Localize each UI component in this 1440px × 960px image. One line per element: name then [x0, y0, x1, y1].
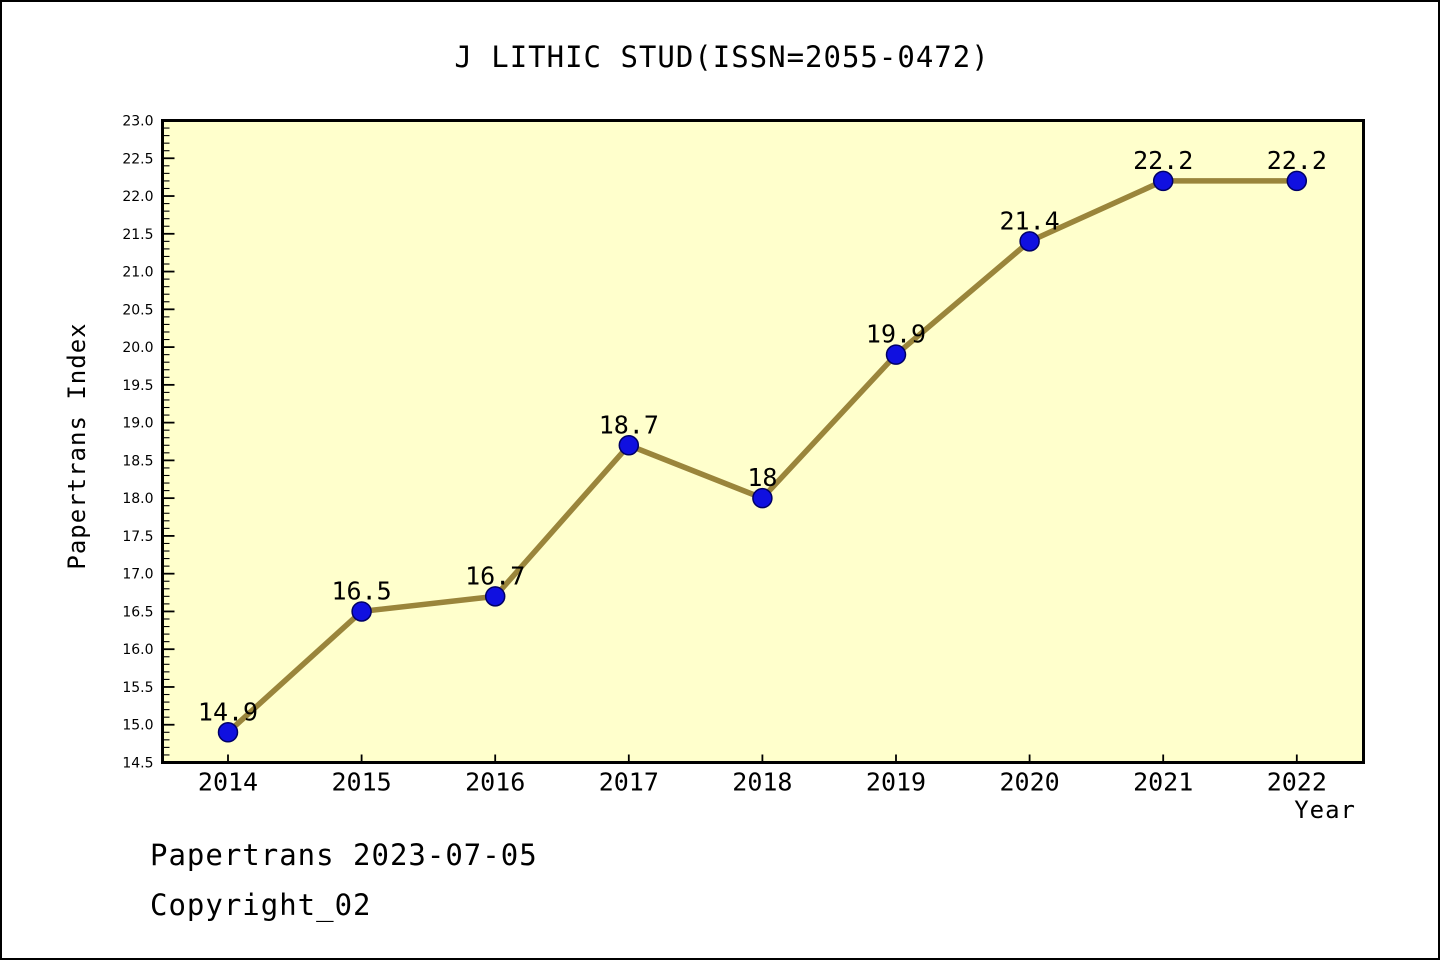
- footer-copyright-line: Copyright_02: [150, 888, 372, 922]
- y-tick-label: 20.5: [122, 302, 153, 318]
- y-tick-label: 22.0: [122, 189, 153, 205]
- data-point: [1286, 170, 1308, 192]
- data-point: [217, 722, 239, 743]
- y-tick-label: 21.0: [122, 265, 153, 281]
- data-point-label: 14.9: [198, 697, 258, 726]
- data-point-label: 16.5: [331, 576, 391, 605]
- y-tick-label: 21.5: [122, 227, 153, 243]
- x-tick-label: 2022: [1267, 768, 1327, 797]
- data-point-label: 21.4: [999, 206, 1059, 235]
- data-point: [1152, 170, 1174, 192]
- plot-background: [162, 120, 1364, 763]
- data-point-label: 19.9: [866, 320, 926, 349]
- y-tick-label: 15.0: [122, 718, 153, 734]
- data-point: [1019, 231, 1040, 252]
- x-tick-label: 2014: [198, 768, 258, 797]
- y-tick-label: 19.5: [122, 378, 153, 394]
- y-tick-label: 17.0: [122, 567, 153, 583]
- y-tick-label: 17.5: [122, 529, 153, 545]
- footer-source-line: Papertrans 2023-07-05: [150, 838, 538, 872]
- data-point-label: 18.7: [599, 410, 659, 439]
- data-point-label: 18: [747, 463, 777, 492]
- plot-border: [161, 119, 1365, 764]
- y-tick-label: 23.0: [122, 114, 153, 130]
- y-tick-label: 19.0: [122, 416, 153, 432]
- y-tick-label: 18.5: [122, 453, 153, 469]
- y-tick-label: 14.5: [122, 756, 153, 772]
- data-point: [885, 344, 907, 365]
- data-point-label: 22.2: [1267, 146, 1327, 175]
- x-tick-label: 2021: [1133, 768, 1193, 797]
- x-tick-label: 2015: [331, 768, 391, 797]
- data-point: [484, 586, 506, 607]
- y-tick-label: 22.5: [122, 151, 153, 167]
- data-point: [618, 435, 640, 456]
- data-point-label: 16.7: [465, 561, 525, 590]
- data-point: [752, 487, 773, 509]
- chart-title: J LITHIC STUD(ISSN=2055-0472): [454, 40, 990, 74]
- x-tick-label: 2018: [732, 768, 792, 797]
- y-tick-label: 15.5: [122, 680, 153, 696]
- y-tick-label: 16.0: [122, 642, 153, 658]
- x-tick-label: 2016: [465, 768, 525, 797]
- x-tick-label: 2019: [866, 768, 926, 797]
- data-point: [351, 601, 372, 622]
- x-tick-label: 2020: [999, 768, 1059, 797]
- data-point-label: 22.2: [1133, 146, 1193, 175]
- y-tick-label: 20.0: [122, 340, 153, 356]
- y-tick-label: 16.5: [122, 604, 153, 620]
- x-tick-label: 2017: [599, 768, 659, 797]
- y-tick-label: 18.0: [122, 491, 153, 507]
- x-axis-label: Year: [1294, 796, 1356, 824]
